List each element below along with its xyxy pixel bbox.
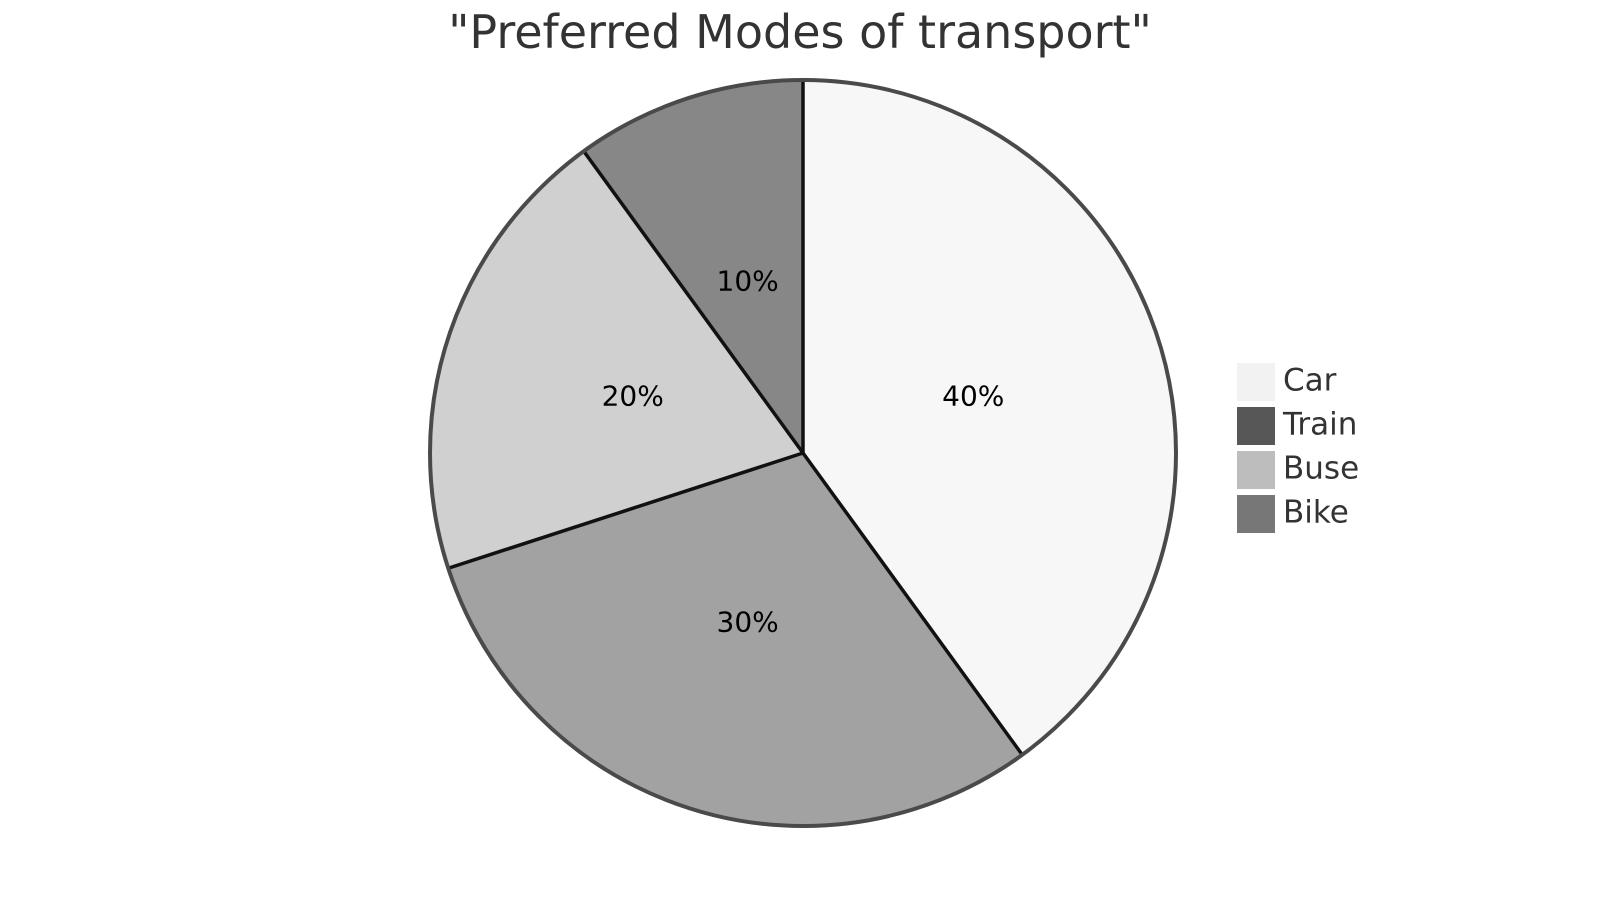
pie-slice-4 <box>583 80 803 453</box>
legend: Car Train Buse Bike <box>1237 363 1359 533</box>
pie-slice-label-2: 30% <box>717 605 779 638</box>
pie-outline <box>428 78 1178 828</box>
legend-label-1: Car <box>1283 363 1337 399</box>
legend-swatch-3 <box>1237 451 1275 489</box>
pie-slice-labels: 40% 30% 20% 10% <box>602 265 1005 639</box>
pie-slices <box>429 80 1177 826</box>
legend-label-4: Bike <box>1283 495 1349 531</box>
chart-title: "Preferred Modes of transport" <box>448 5 1152 59</box>
pie-slice-1 <box>803 80 1177 755</box>
pie-slice-label-4: 10% <box>717 265 779 298</box>
legend-swatch-4 <box>1237 495 1275 533</box>
legend-label-3: Buse <box>1283 451 1359 487</box>
legend-swatch-2 <box>1237 407 1275 445</box>
pie-divider-2 <box>801 451 1024 756</box>
legend-label-2: Train <box>1282 407 1357 443</box>
pie-dividers <box>447 80 1024 756</box>
pie-divider-4 <box>582 150 805 455</box>
pie-slice-2 <box>448 453 1023 826</box>
pie-slice-label-3: 20% <box>602 380 664 413</box>
pie-slice-3 <box>429 151 803 569</box>
pie-slice-label-1: 40% <box>942 380 1004 413</box>
pie-divider-3 <box>447 451 804 570</box>
legend-swatch-1 <box>1237 363 1275 401</box>
